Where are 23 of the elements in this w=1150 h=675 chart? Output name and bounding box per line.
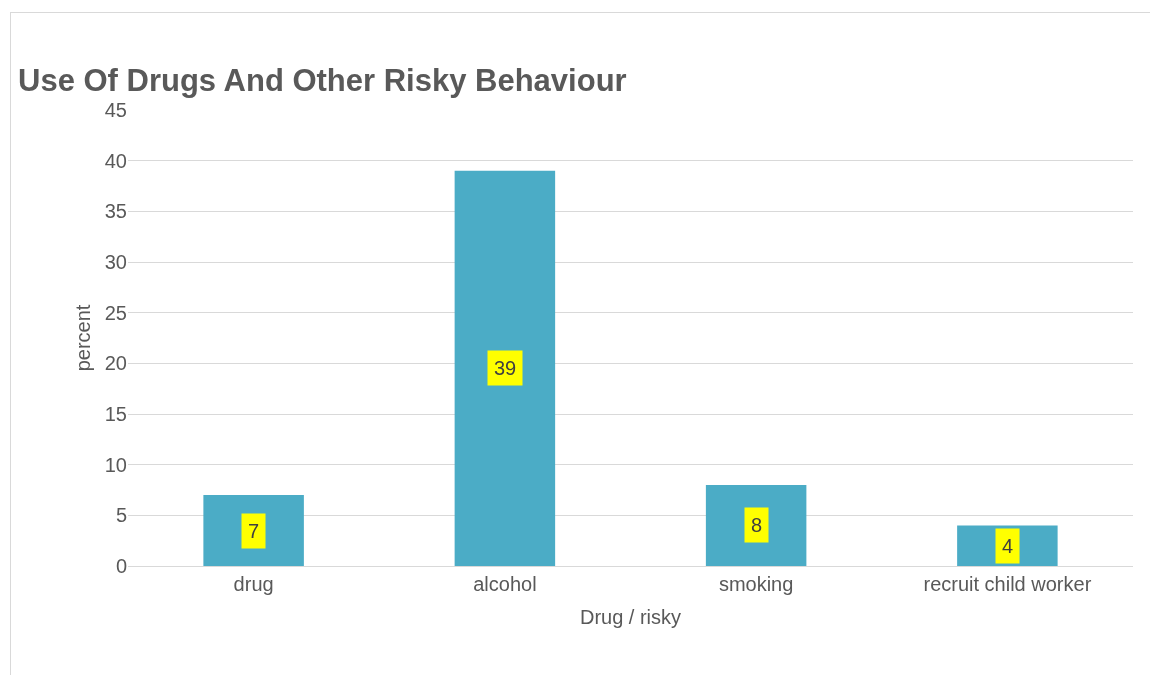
- y-tick-label: 10: [104, 453, 127, 476]
- y-axis-title: percent: [72, 304, 95, 372]
- y-tick-label: 5: [115, 504, 127, 527]
- x-tick-label: drug: [233, 573, 274, 595]
- chart-title: Use Of Drugs And Other Risky Behaviour: [18, 62, 627, 98]
- data-label: 7: [248, 520, 260, 542]
- data-label: 39: [494, 357, 517, 379]
- y-tick-label: 25: [104, 301, 127, 324]
- data-label: 8: [751, 514, 763, 536]
- data-label: 4: [1002, 535, 1014, 557]
- y-tick-label: 0: [115, 555, 127, 577]
- bar: [705, 484, 807, 566]
- y-tick-label: 40: [104, 149, 127, 172]
- x-tick-label: recruit child worker: [923, 573, 1092, 595]
- x-tick-label: alcohol: [473, 573, 537, 595]
- y-tick-label: 15: [104, 403, 127, 425]
- y-tick-label: 20: [104, 352, 127, 375]
- y-tick-label: 35: [104, 200, 127, 223]
- y-tick-label: 30: [104, 251, 127, 273]
- bar: [454, 170, 556, 566]
- y-tick-label: 45: [104, 99, 127, 121]
- x-tick-label: smoking: [718, 573, 794, 595]
- x-axis-title: Drug / risky: [579, 605, 682, 628]
